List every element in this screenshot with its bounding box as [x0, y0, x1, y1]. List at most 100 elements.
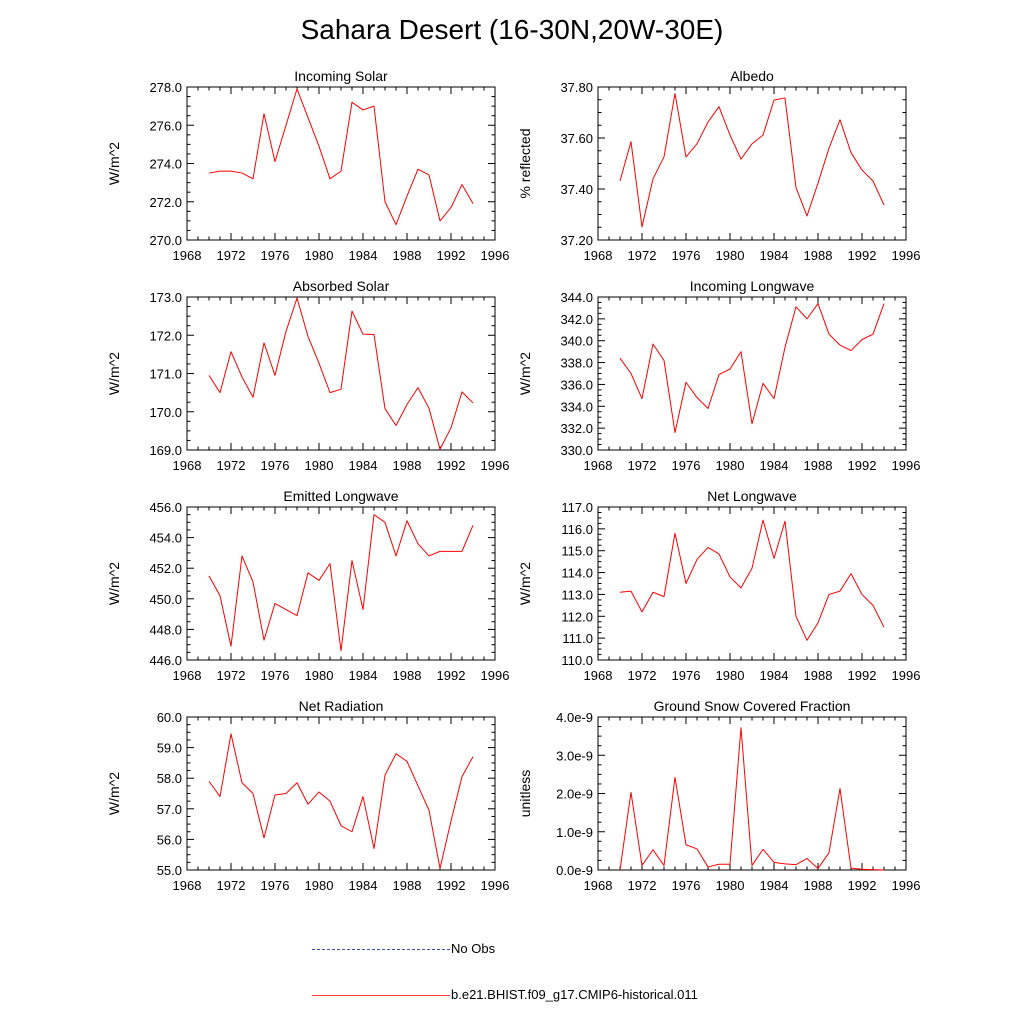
x-tick-label: 1972 [217, 248, 246, 263]
x-tick-label: 1984 [760, 668, 789, 683]
panel-title: Incoming Solar [294, 68, 388, 84]
y-tick-label: 111.0 [562, 631, 593, 646]
panel-title: Incoming Longwave [690, 278, 815, 294]
x-tick-label: 1992 [848, 878, 877, 893]
x-tick-label: 1976 [672, 248, 701, 263]
series-line [619, 519, 885, 641]
y-tick-label: 117.0 [561, 500, 593, 515]
y-tick-label: 344.0 [560, 290, 593, 305]
plot-frame [186, 86, 496, 241]
x-tick-label: 1996 [481, 878, 510, 893]
y-tick-label: 4.0e-9 [556, 710, 593, 725]
y-axis-label: W/m^2 [106, 142, 122, 185]
x-tick-label: 1996 [892, 248, 921, 263]
y-tick-label: 342.0 [560, 312, 593, 327]
x-tick-label: 1992 [848, 248, 877, 263]
panel-7: 1968 1972 1976 1980 1984 1988 1992 1996 55.0 56.0… [106, 698, 509, 893]
y-tick-label: 456.0 [149, 500, 182, 515]
x-tick-label: 1992 [437, 878, 466, 893]
y-tick-label: 270.0 [149, 233, 182, 248]
y-tick-label: 37.20 [560, 233, 593, 248]
legend-item-model: b.e21.BHIST.f09_g17.CMIP6-historical.011 [312, 986, 812, 1006]
y-tick-label: 170.0 [149, 405, 182, 420]
x-tick-label: 1972 [628, 248, 657, 263]
y-tick-label: 274.0 [149, 157, 182, 172]
y-tick-label: 37.80 [560, 80, 593, 95]
x-tick-label: 1968 [173, 248, 202, 263]
x-tick-label: 1984 [349, 458, 378, 473]
x-tick-label: 1984 [760, 878, 789, 893]
x-tick-label: 1972 [628, 458, 657, 473]
x-tick-label: 1984 [349, 878, 378, 893]
x-tick-label: 1996 [481, 668, 510, 683]
y-tick-label: 172.0 [149, 328, 182, 343]
x-tick-label: 1988 [804, 878, 833, 893]
x-tick-label: 1988 [393, 668, 422, 683]
x-tick-label: 1976 [672, 668, 701, 683]
x-tick-label: 1992 [848, 458, 877, 473]
x-tick-label: 1968 [173, 458, 202, 473]
y-tick-label: 452.0 [149, 561, 182, 576]
y-tick-label: 37.60 [560, 131, 593, 146]
y-axis-label: W/m^2 [517, 562, 533, 605]
x-tick-label: 1972 [217, 458, 246, 473]
x-tick-label: 1980 [305, 668, 334, 683]
x-tick-label: 1980 [305, 248, 334, 263]
y-tick-label: 110.0 [561, 653, 593, 668]
series-line [619, 93, 885, 228]
y-tick-label: 334.0 [560, 399, 593, 414]
plot-frame [597, 296, 907, 451]
series-line [208, 514, 474, 652]
y-axis-label: W/m^2 [106, 562, 122, 605]
x-tick-label: 1968 [584, 248, 613, 263]
plot-frame [597, 506, 907, 661]
x-tick-label: 1972 [628, 878, 657, 893]
x-tick-label: 1976 [261, 458, 290, 473]
y-tick-label: 169.0 [149, 443, 182, 458]
x-tick-label: 1988 [393, 248, 422, 263]
x-tick-label: 1988 [393, 878, 422, 893]
y-tick-label: 278.0 [149, 80, 182, 95]
y-tick-label: 59.0 [157, 741, 182, 756]
y-tick-label: 3.0e-9 [556, 748, 593, 763]
x-tick-label: 1972 [217, 668, 246, 683]
x-tick-label: 1980 [305, 878, 334, 893]
y-tick-label: 58.0 [157, 771, 182, 786]
panel-1: 1968 1972 1976 1980 1984 1988 1992 1996 270.0 272… [106, 68, 509, 263]
y-tick-label: 115.0 [561, 544, 593, 559]
y-tick-label: 450.0 [149, 592, 182, 607]
x-tick-label: 1988 [804, 248, 833, 263]
x-tick-label: 1976 [672, 878, 701, 893]
panel-title: Albedo [730, 68, 774, 84]
panel-2: 1968 1972 1976 1980 1984 1988 1992 1996 37.20 37.… [517, 68, 920, 263]
legend-swatch-dashed [312, 949, 450, 950]
y-tick-label: 448.0 [149, 622, 182, 637]
x-tick-label: 1968 [584, 668, 613, 683]
x-tick-label: 1976 [672, 458, 701, 473]
y-tick-label: 276.0 [149, 118, 182, 133]
x-tick-label: 1976 [261, 878, 290, 893]
series-line [208, 297, 474, 450]
x-tick-label: 1988 [804, 458, 833, 473]
series-line [208, 88, 474, 226]
x-tick-label: 1984 [349, 668, 378, 683]
x-tick-label: 1988 [393, 458, 422, 473]
y-tick-label: 114.0 [561, 566, 593, 581]
x-tick-label: 1996 [892, 668, 921, 683]
y-tick-label: 332.0 [560, 421, 593, 436]
y-tick-label: 171.0 [149, 367, 182, 382]
y-axis-label: % reflected [517, 128, 533, 198]
figure-title: Sahara Desert (16-30N,20W-30E) [300, 14, 724, 45]
y-tick-label: 60.0 [157, 710, 182, 725]
y-tick-label: 116.0 [561, 522, 593, 537]
x-tick-label: 1992 [437, 668, 466, 683]
x-tick-label: 1996 [481, 458, 510, 473]
x-tick-label: 1996 [481, 248, 510, 263]
y-tick-label: 336.0 [560, 377, 593, 392]
y-axis-label: unitless [517, 770, 533, 817]
y-axis-label: W/m^2 [106, 352, 122, 395]
y-tick-label: 454.0 [149, 531, 182, 546]
x-tick-label: 1980 [716, 458, 745, 473]
panel-3: 1968 1972 1976 1980 1984 1988 1992 1996 169.0 170… [106, 278, 509, 473]
y-axis-label: W/m^2 [106, 772, 122, 815]
